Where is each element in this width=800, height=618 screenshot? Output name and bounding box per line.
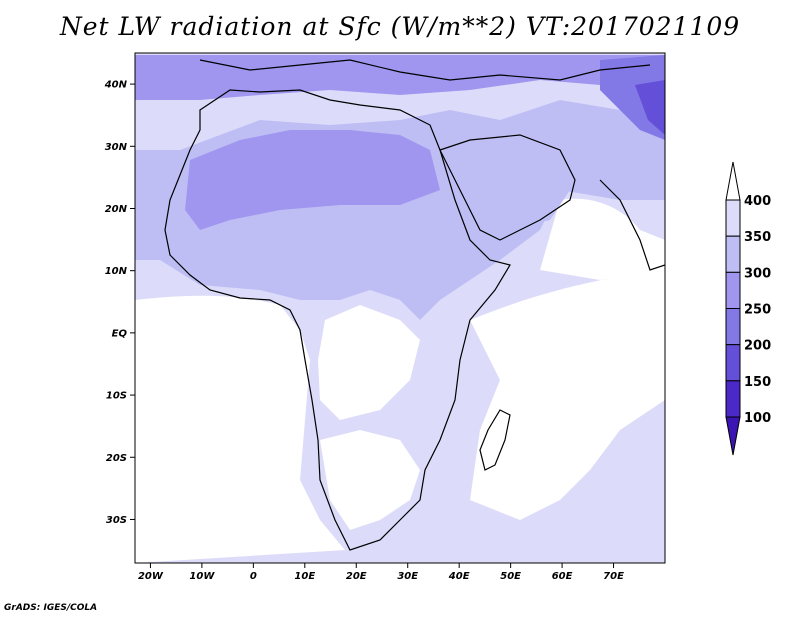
colorbar-label: 100 (744, 411, 771, 426)
lat-tick-label: EQ (112, 328, 128, 339)
longitude-axis: 20W 10W 0 10E 20E 30E 40E 50E 60E 70E (138, 563, 624, 582)
colorbar-swatch (725, 271, 741, 310)
africa-coastline (164, 89, 511, 551)
lon-tick-label: 0 (250, 571, 257, 582)
lat-tick-label: 10N (105, 266, 128, 277)
colorbar-bottom-arrow (725, 416, 741, 456)
footer-credit: GrADS: IGES/COLA (4, 603, 98, 613)
band-over-400-south-atlantic (135, 295, 345, 563)
lon-tick-label: 40E (448, 571, 470, 582)
band-over-400-indian-ocean (470, 270, 665, 520)
lon-tick-label: 20W (138, 571, 164, 582)
colorbar-label: 250 (744, 303, 771, 318)
band-over-400-arabian-sea (540, 198, 665, 280)
colorbar: 400 350 300 250 200 150 100 (725, 161, 771, 456)
lon-tick-label: 60E (552, 571, 573, 582)
colorbar-swatch (725, 308, 741, 346)
colorbar-swatch (725, 344, 741, 382)
lon-tick-label: 10W (189, 571, 215, 582)
colorbar-swatch (725, 235, 741, 273)
arabia-coastline (439, 134, 576, 241)
colorbar-label: 400 (744, 194, 771, 209)
band-over-400-congo (318, 305, 420, 420)
lon-tick-label: 20E (346, 571, 367, 582)
colorbar-label: 150 (744, 375, 771, 390)
lon-tick-label: 70E (603, 571, 624, 582)
madagascar-coastline (479, 409, 511, 471)
band-200-250-sahara (185, 130, 440, 230)
lat-tick-label: 30S (106, 515, 127, 526)
lat-tick-label: 10S (106, 391, 127, 402)
band-200-250-mediterranean (135, 55, 665, 100)
coastlines (164, 59, 665, 551)
colorbar-label: 350 (744, 230, 771, 245)
lat-tick-label: 20S (106, 453, 127, 464)
lat-tick-label: 30N (105, 142, 128, 153)
europe-coastline (199, 59, 651, 81)
colorbar-label: 300 (744, 266, 771, 281)
colorbar-swatch (725, 199, 741, 237)
map-title: Net LW radiation at Sfc (W/m**2) VT:2017… (59, 12, 741, 41)
colorbar-top-arrow (725, 161, 741, 201)
latitude-axis: 40N 30N 20N 10N EQ 10S 20S 30S (104, 80, 135, 526)
lon-tick-label: 50E (500, 571, 521, 582)
radiation-field (135, 53, 665, 563)
band-200-250-arabia (465, 140, 570, 230)
plot-frame (134, 52, 666, 564)
colorbar-swatch (725, 380, 741, 418)
lon-tick-label: 30E (397, 571, 418, 582)
lat-tick-label: 40N (104, 80, 128, 91)
lon-tick-label: 10E (294, 571, 315, 582)
colorbar-label: 200 (744, 339, 771, 354)
lat-tick-label: 20N (105, 204, 128, 215)
india-coastline (599, 179, 665, 271)
band-over-400-south-africa (320, 430, 420, 530)
band-100-150-himalaya (635, 80, 665, 135)
